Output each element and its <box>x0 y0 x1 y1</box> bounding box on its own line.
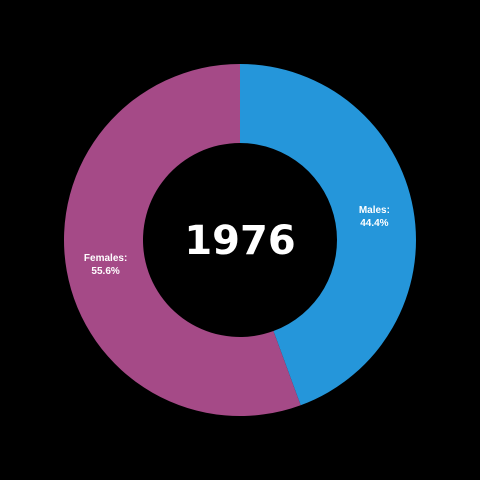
slice-labels-layer: Males: 44.4% Females: 55.6% <box>84 205 390 277</box>
slice-females <box>64 64 301 417</box>
slice-males <box>240 64 416 406</box>
slice-value-females: 55.6% <box>91 266 119 277</box>
slice-value-males: 44.4% <box>360 218 388 229</box>
slice-label-females: Females: <box>84 253 127 264</box>
center-year-label: 1976 <box>184 218 295 264</box>
slice-label-males: Males: <box>359 205 390 216</box>
slices-layer <box>64 64 416 417</box>
